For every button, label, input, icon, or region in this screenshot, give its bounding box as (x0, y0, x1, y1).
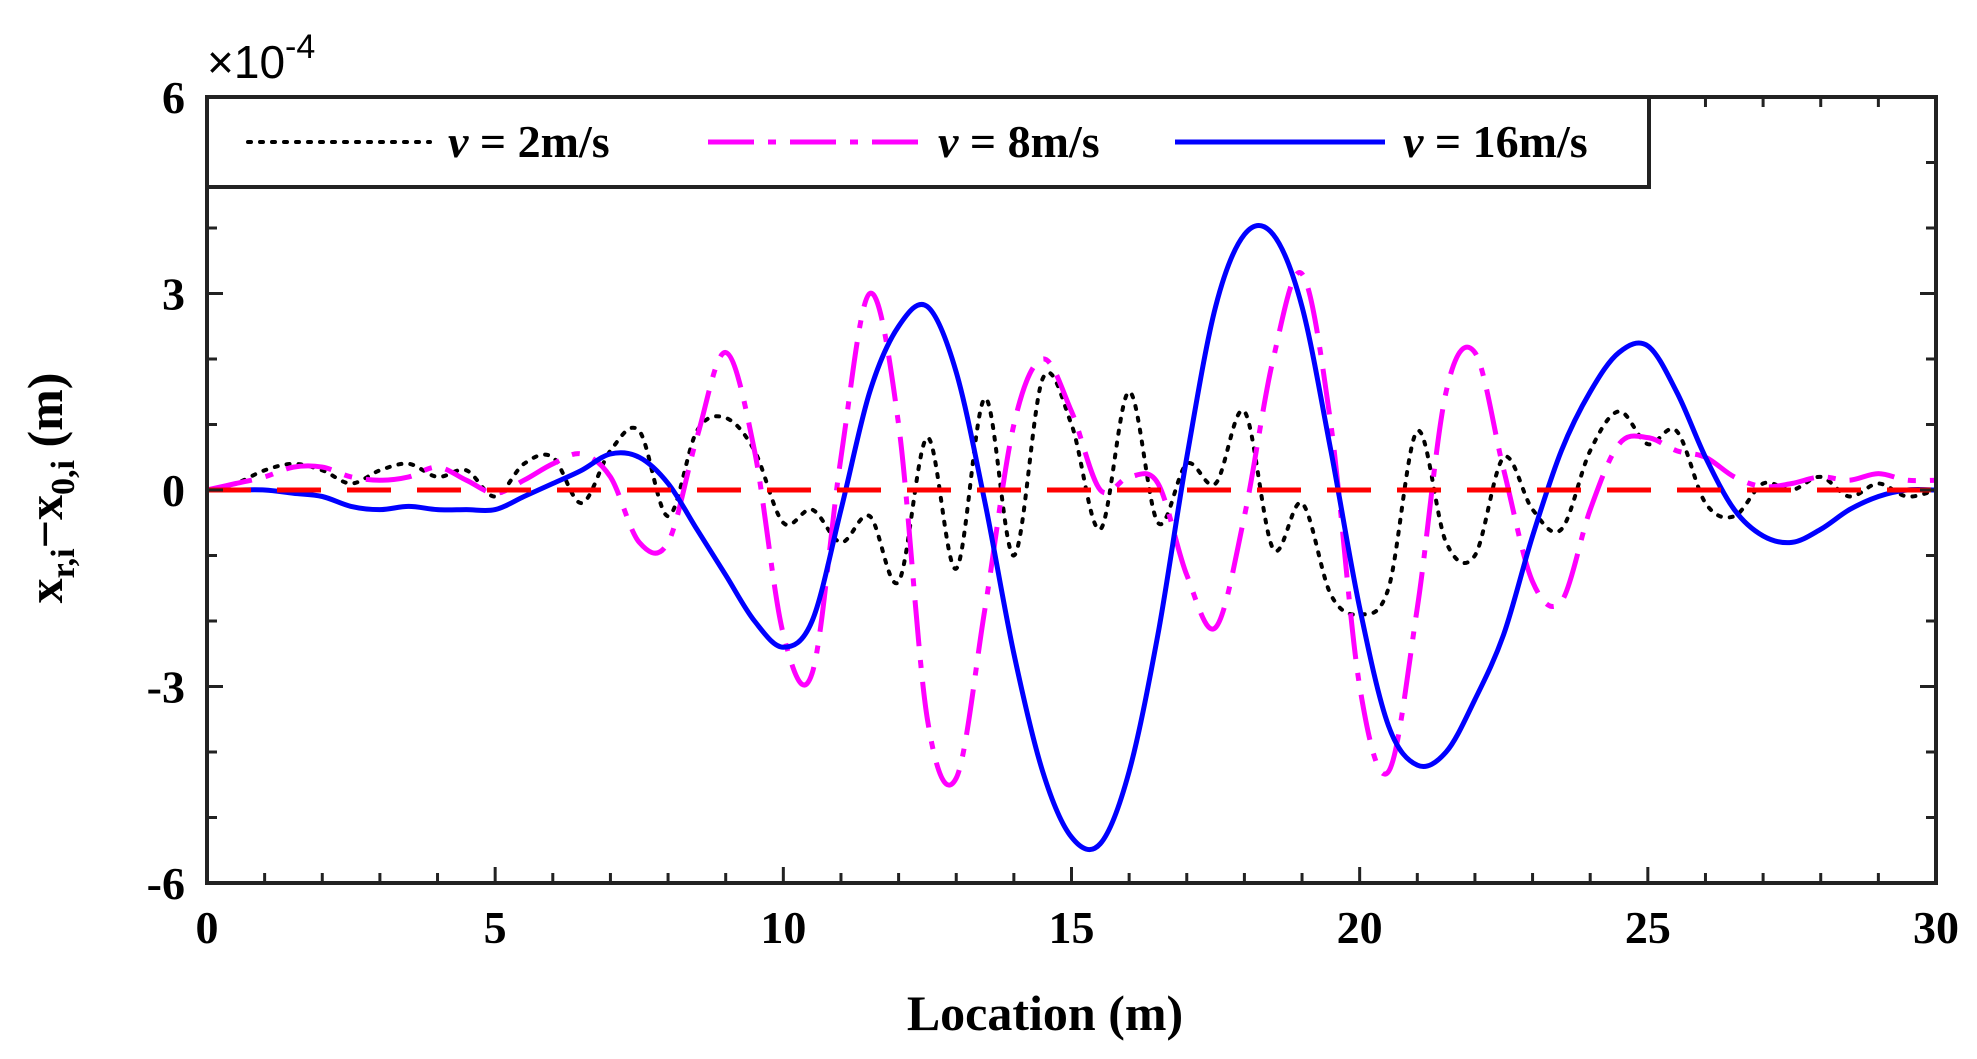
y-axis-title-main: x (17, 578, 73, 603)
x-tick-label: 25 (1625, 902, 1671, 953)
series-line-2 (207, 269, 1936, 788)
legend: v = 2m/s v = 8m/s v = 16m/s (205, 95, 1651, 189)
y-multiplier: ×10-4 (207, 28, 315, 88)
series-line-1 (207, 370, 1936, 617)
series-layer (207, 223, 1936, 853)
y-tick-label: -6 (147, 858, 185, 909)
series-line-3 (207, 223, 1936, 853)
legend-label-3: v = 16m/s (1403, 116, 1588, 167)
y-axis-title: xr,i−x0,i (m) (17, 373, 82, 604)
y-multiplier-exponent: -4 (285, 28, 315, 66)
x-tick-label: 20 (1337, 902, 1383, 953)
x-tick-label: 15 (1049, 902, 1095, 953)
legend-label-1: v = 2m/s (448, 116, 610, 167)
legend-label-2: v = 8m/s (938, 116, 1100, 167)
legend-box (205, 95, 1651, 189)
y-tick-label: 3 (162, 269, 185, 320)
y-tick-label: 6 (162, 72, 185, 123)
x-tick-label: 0 (196, 902, 219, 953)
y-axis-title-sub2: 0,i (45, 460, 82, 495)
y-axis-title-minus: −x (17, 495, 73, 549)
x-tick-label: 10 (760, 902, 806, 953)
x-tick-label: 5 (484, 902, 507, 953)
y-axis-title-sub1: r,i (45, 548, 82, 578)
x-tick-label: 30 (1913, 902, 1959, 953)
axes-layer: 0 5 10 15 20 25 30 -6 -3 0 3 6 (147, 72, 1959, 953)
y-axis-title-unit: (m) (17, 373, 73, 460)
y-tick-label: 0 (162, 465, 185, 516)
y-tick-label: -3 (147, 662, 185, 713)
y-multiplier-base: ×10 (207, 36, 285, 88)
x-axis-title: Location (m) (907, 985, 1183, 1041)
